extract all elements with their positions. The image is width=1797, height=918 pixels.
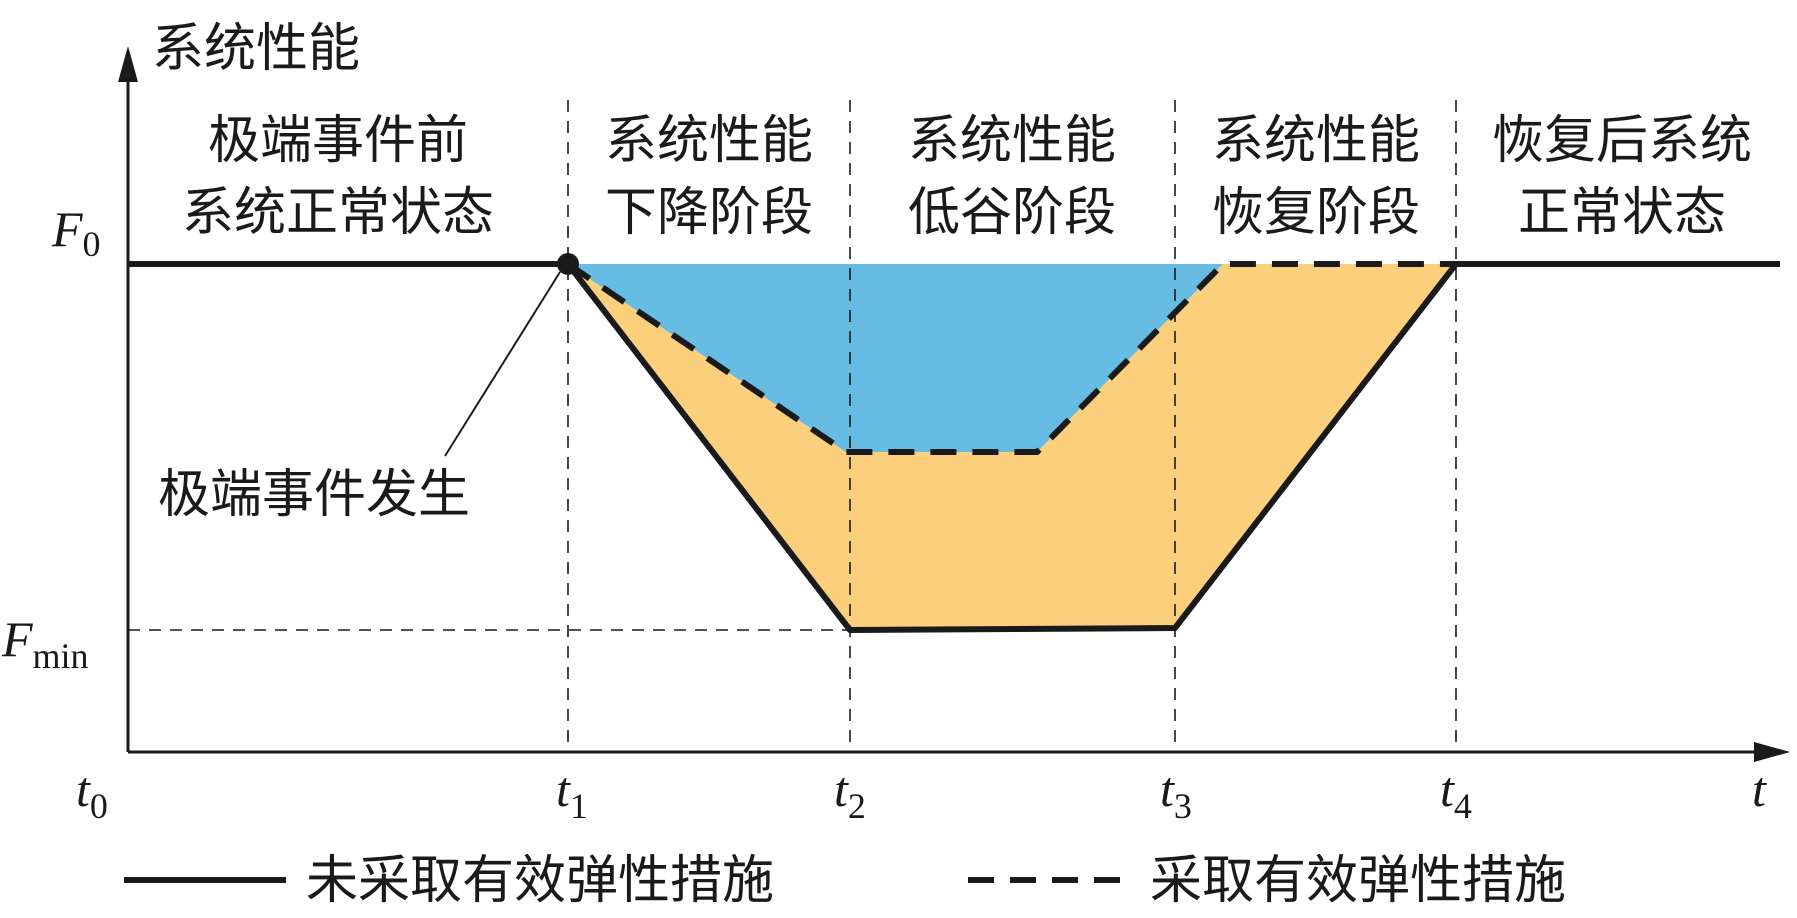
- phase-2-line1: 系统性能: [605, 111, 813, 171]
- event-point: [557, 253, 579, 275]
- phase-5-line1: 恢复后系统: [1492, 111, 1752, 171]
- blue-avoided-loss-region: [568, 264, 1223, 452]
- phase-1-line2: 系统正常状态: [182, 183, 494, 243]
- event-pointer-line: [444, 271, 561, 457]
- y-axis-arrowhead: [118, 46, 138, 82]
- phase-3-line1: 系统性能: [908, 111, 1116, 171]
- legend-dashed-label: 采取有效弹性措施: [1150, 851, 1566, 911]
- x-tick-t4: t4: [1440, 761, 1472, 826]
- phase-5-line2: 正常状态: [1518, 183, 1726, 243]
- phase-4-line2: 恢复阶段: [1212, 183, 1420, 243]
- x-tick-t1: t1: [556, 761, 588, 826]
- phase-2-line2: 下降阶段: [605, 183, 813, 243]
- phase-1-line1: 极端事件前: [208, 111, 468, 171]
- x-tick-t2: t2: [834, 761, 866, 826]
- event-annotation: 极端事件发生: [158, 465, 470, 525]
- legend-solid-label: 未采取有效弹性措施: [306, 851, 774, 911]
- phase-3-line2: 低谷阶段: [908, 183, 1116, 243]
- x-axis-label-t: t: [1752, 761, 1767, 817]
- x-tick-t0: t0: [76, 761, 108, 826]
- x-tick-t3: t3: [1160, 761, 1192, 826]
- curve-without-measures: [128, 261, 1780, 633]
- curve-with-measures: [566, 261, 1456, 455]
- phase-4-line1: 系统性能: [1212, 111, 1420, 171]
- y-tick-fmin: Fmin: [1, 611, 89, 676]
- x-axis-arrowhead: [1754, 742, 1790, 762]
- y-tick-f0: F0: [51, 201, 101, 264]
- y-axis-label: 系统性能: [152, 19, 360, 79]
